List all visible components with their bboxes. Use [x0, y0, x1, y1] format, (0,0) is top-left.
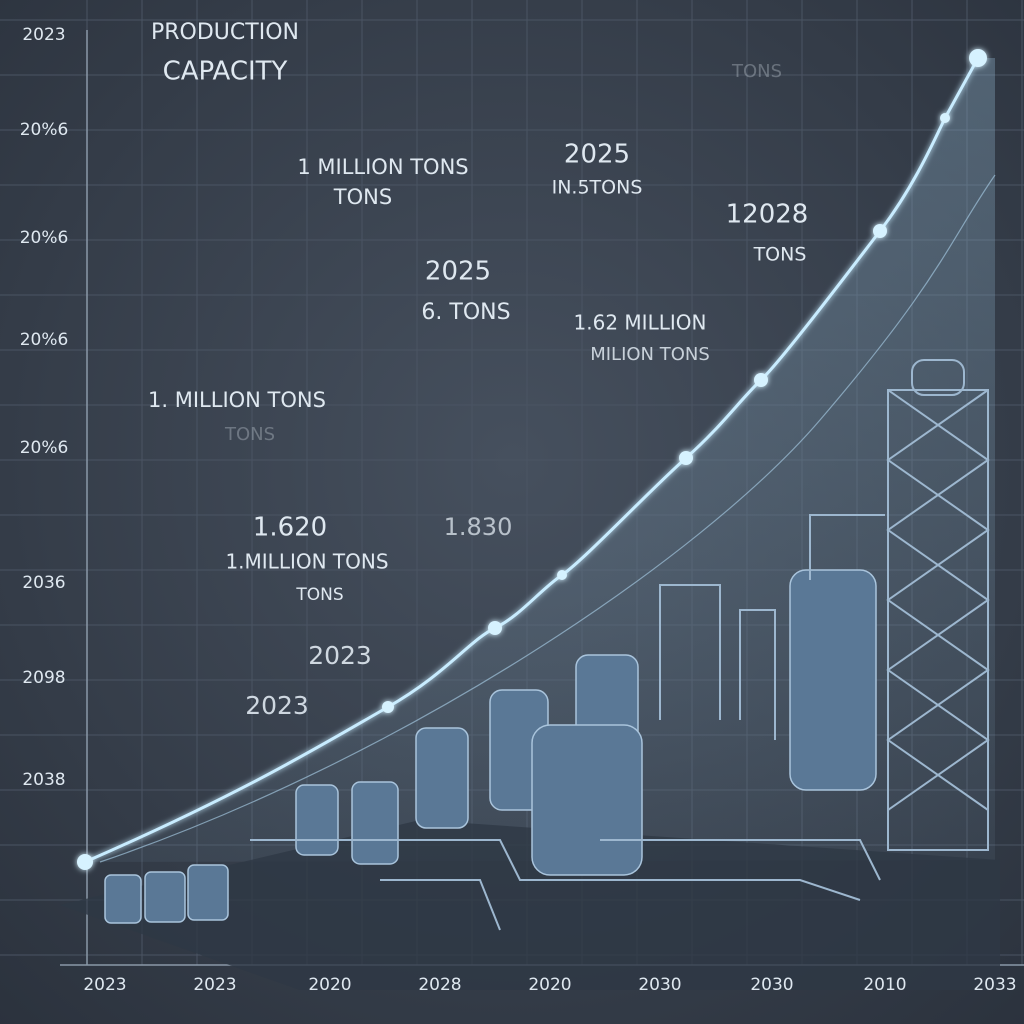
annotation: 6. TONS	[421, 300, 510, 325]
x-label: 2023	[83, 975, 126, 995]
annotation: TONS	[731, 61, 782, 82]
x-label: 2028	[418, 975, 461, 995]
annotation: 2023	[245, 691, 309, 720]
y-label: 20%6	[20, 438, 69, 458]
x-label: 2023	[193, 975, 236, 995]
annotation: MILION TONS	[590, 344, 710, 365]
curve-points	[77, 49, 987, 870]
annotation: 1 MILLION TONS	[297, 155, 468, 179]
title-line: PRODUCTION	[151, 20, 299, 45]
area	[85, 58, 995, 862]
y-label: 2023	[22, 25, 65, 45]
secondary-curve	[99, 174, 996, 863]
annotation: 2025	[564, 140, 630, 170]
y-label: 2036	[22, 573, 65, 593]
x-label: 2030	[638, 975, 681, 995]
annotation: 1.830	[444, 513, 513, 541]
x-label: 2020	[308, 975, 351, 995]
y-label: 20%6	[20, 120, 69, 140]
y-label: 20%6	[20, 330, 69, 350]
x-label: 2020	[528, 975, 571, 995]
title-line: CAPACITY	[163, 57, 288, 87]
annotation: TONS	[295, 585, 343, 605]
annotation: TONS	[753, 244, 807, 266]
annotation: TONS	[224, 424, 275, 445]
x-label: 2030	[750, 975, 793, 995]
x-label: 2033	[973, 975, 1016, 995]
annotation: 2023	[308, 641, 372, 670]
growth-curve	[84, 57, 980, 864]
annotation: 2025	[425, 257, 491, 287]
annotation: 1.MILLION TONS	[225, 550, 388, 574]
annotation: 1. MILLION TONS	[148, 388, 326, 412]
annotation: 1.620	[253, 513, 327, 543]
x-label: 2010	[863, 975, 906, 995]
factory	[60, 359, 1000, 990]
annotation: 12028	[726, 200, 809, 230]
annotation: IN.5TONS	[552, 177, 643, 199]
y-label: 2038	[22, 770, 65, 790]
annotation: TONS	[333, 185, 392, 209]
y-label: 2098	[22, 668, 65, 688]
annotation: 1.62 MILLION	[574, 311, 707, 335]
y-label: 20%6	[20, 228, 69, 248]
